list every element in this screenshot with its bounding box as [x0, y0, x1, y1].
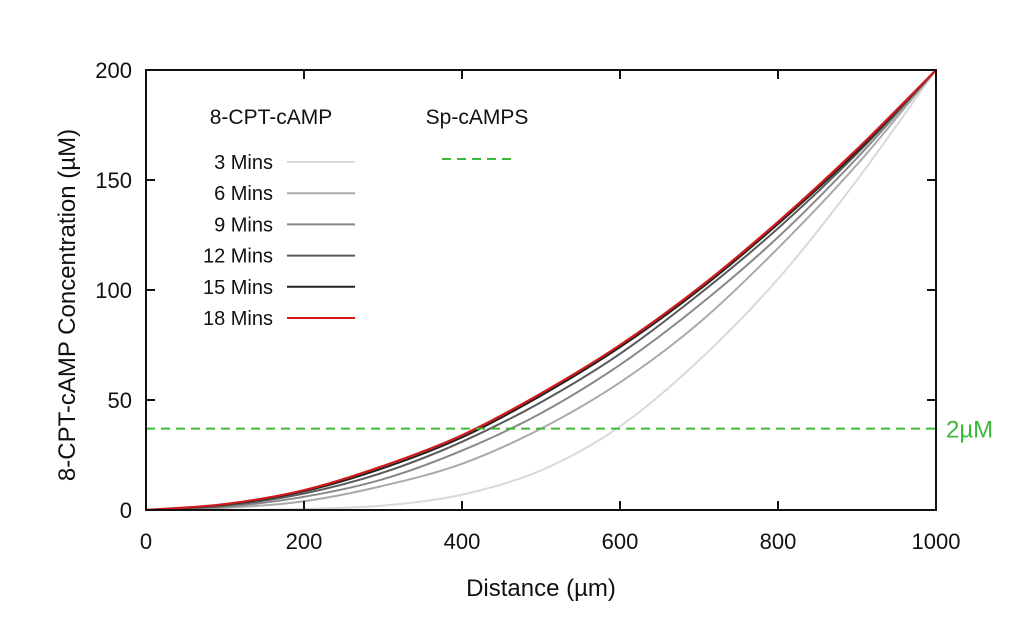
legend-heading-sp-camps: Sp-cAMPS	[426, 106, 529, 129]
x-tick-label: 400	[444, 529, 481, 554]
legend-heading-8-cpt-camp: 8-CPT-cAMP	[210, 106, 333, 129]
legend-label: 3 Mins	[214, 152, 273, 174]
y-tick-label: 100	[95, 278, 132, 303]
legend-label: 9 Mins	[214, 214, 273, 236]
series-line-9-mins	[145, 69, 937, 511]
x-tick-label: 600	[602, 529, 639, 554]
legend-label: 18 Mins	[203, 308, 273, 330]
legend-label: 6 Mins	[214, 183, 273, 205]
series-line-12-mins	[145, 69, 937, 511]
x-axis-title: Distance (µm)	[466, 575, 616, 602]
legend-label: 15 Mins	[203, 277, 273, 299]
x-tick-label: 0	[140, 529, 152, 554]
y-tick-label: 200	[95, 58, 132, 83]
y-tick-label: 150	[95, 168, 132, 193]
series-line-18-mins	[145, 69, 937, 512]
y-axis-title: 8-CPT-cAMP Concentration (µM)	[54, 129, 81, 481]
x-tick-label: 1000	[912, 529, 961, 554]
legend-label: 12 Mins	[203, 246, 273, 268]
x-tick-label: 800	[760, 529, 797, 554]
y-tick-label: 50	[108, 388, 132, 413]
x-tick-label: 200	[286, 529, 323, 554]
series-line-6-mins	[145, 69, 937, 511]
reference-line-label: 2µM	[946, 417, 993, 444]
y-tick-label: 0	[120, 498, 132, 523]
